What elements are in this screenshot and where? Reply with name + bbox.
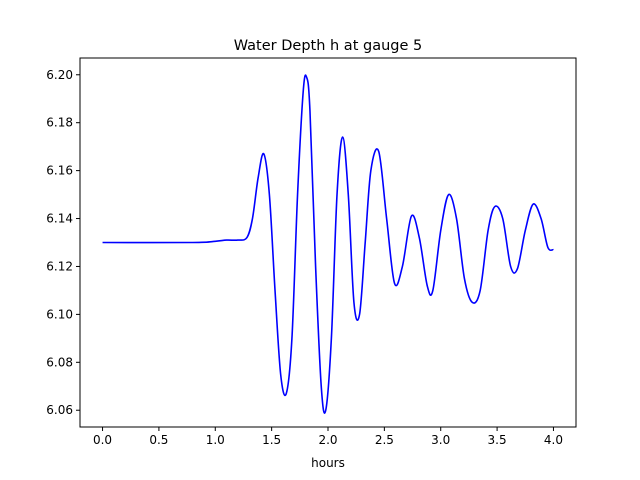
chart-title: Water Depth h at gauge 5 [234, 38, 422, 54]
x-tick-label: 0.0 [93, 433, 112, 447]
y-tick-label: 6.18 [46, 116, 73, 130]
plot-area [102, 74, 554, 415]
x-tick-label: 4.0 [544, 433, 563, 447]
y-tick-label: 6.20 [46, 68, 73, 82]
y-axis: 6.06 6.08 6.10 6.12 6.14 6.16 6.18 6.20 [46, 68, 80, 417]
y-tick-label: 6.16 [46, 164, 73, 178]
x-tick-label: 1.0 [206, 433, 225, 447]
y-tick-label: 6.08 [46, 355, 73, 369]
x-tick-label: 0.5 [149, 433, 168, 447]
y-tick-label: 6.06 [46, 403, 73, 417]
plot-frame [79, 57, 577, 428]
x-tick-label: 1.5 [262, 433, 281, 447]
x-tick-label: 3.0 [431, 433, 450, 447]
x-tick-label: 2.5 [375, 433, 394, 447]
x-tick-label: 2.0 [318, 433, 337, 447]
y-tick-label: 6.10 [46, 307, 73, 321]
y-tick-label: 6.12 [46, 259, 73, 273]
x-axis: 0.0 0.5 1.0 1.5 2.0 2.5 3.0 3.5 4.0 [93, 427, 563, 447]
y-tick-label: 6.14 [46, 212, 73, 226]
x-tick-label: 3.5 [488, 433, 507, 447]
x-axis-label: hours [311, 456, 345, 470]
series-line-0 [102, 74, 554, 415]
